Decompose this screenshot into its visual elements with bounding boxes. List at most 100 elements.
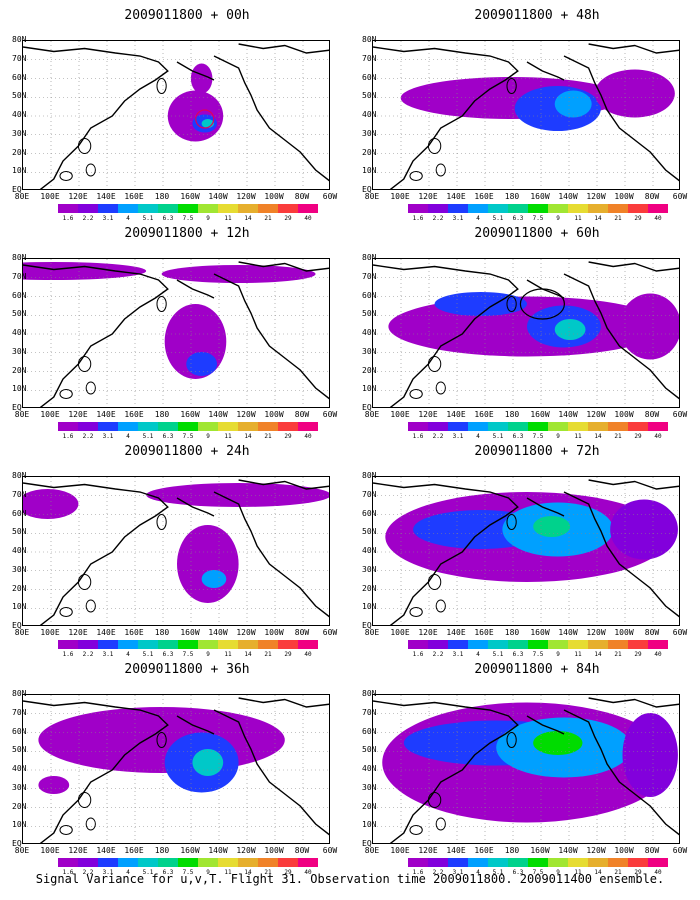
lat-label: 20N (12, 147, 27, 157)
coastline (588, 697, 679, 708)
colorbar-label: 29 (634, 215, 642, 222)
colorbar-swatch (258, 204, 278, 213)
panel-title: 2009011800 + 00h (124, 8, 250, 23)
lon-label: 100E (40, 410, 60, 419)
lat-label: 20N (362, 147, 377, 157)
coastline (563, 491, 679, 618)
variance-shading (38, 707, 285, 773)
lon-label: 60W (672, 628, 688, 637)
colorbar-label: 21 (264, 651, 272, 658)
coastline (588, 479, 679, 490)
lon-label: 180 (154, 192, 170, 201)
lon-label: 160E (124, 628, 144, 637)
lon-label: 160W (530, 628, 550, 637)
coastline (23, 46, 169, 189)
colorbar-label: 3.1 (452, 215, 464, 222)
colorbar-swatch (178, 422, 198, 431)
colorbar-label: 21 (614, 651, 622, 658)
colorbar-label: 2.2 (432, 651, 444, 658)
lon-label: 180 (154, 410, 170, 419)
coastline (373, 264, 519, 407)
coastline (213, 709, 329, 836)
panel-title: 2009011800 + 12h (124, 226, 250, 241)
island-outline (156, 732, 167, 748)
variance-shading (190, 63, 213, 94)
map-panel: 2009011800 + 72h 80N 70N 60N 50N 40N 30N 20N 10N… (362, 436, 700, 658)
variance-shading (554, 90, 592, 118)
variance-shading (594, 69, 675, 118)
lon-label: 140E (96, 628, 116, 637)
lat-label: EQ (362, 403, 372, 412)
colorbar-swatch (508, 858, 528, 867)
colorbar-swatch (138, 858, 158, 867)
lon-label: 140E (96, 846, 116, 855)
colorbar-label: 14 (244, 651, 252, 658)
coastline (176, 61, 215, 81)
colorbar-swatch (448, 204, 468, 213)
colorbar-label: 21 (614, 215, 622, 222)
colorbar-swatch (98, 640, 118, 649)
colorbar-swatch (408, 422, 428, 431)
colorbar-label: 4 (126, 869, 130, 876)
colorbar-label: 3.1 (452, 869, 464, 876)
lat-label: 80N (362, 471, 377, 480)
colorbar-swatch (448, 858, 468, 867)
lon-label: 160W (530, 410, 550, 419)
island-outline (409, 389, 423, 399)
colorbar-label: 29 (634, 651, 642, 658)
island-outline (435, 381, 446, 395)
colorbar-swatch (648, 422, 668, 431)
colorbar-label: 1.6 (412, 433, 424, 440)
variance-shading (23, 262, 147, 280)
lon-label: 100W (614, 846, 634, 855)
island-outline (77, 356, 92, 372)
map-canvas (373, 477, 679, 625)
island-outline (59, 389, 73, 399)
lon-label: 120E (68, 192, 88, 201)
colorbar-label: 5.1 (492, 215, 504, 222)
lat-label: 60N (362, 726, 377, 736)
colorbar-swatch (98, 204, 118, 213)
map-panel: 2009011800 + 12h 80N 70N 60N 50N 40N 30N 20N 10N… (12, 218, 352, 440)
colorbar-label: 5.1 (142, 215, 154, 222)
colorbar-swatch (198, 858, 218, 867)
lat-label: 10N (12, 820, 27, 830)
variance-shading (192, 749, 224, 776)
lat-label: 40N (12, 110, 27, 119)
colorbar-swatch (298, 640, 318, 649)
colorbar-label: 5.1 (142, 433, 154, 440)
map-frame (372, 258, 680, 408)
coastline (176, 497, 215, 517)
lat-label: 10N (12, 602, 27, 612)
lat-label: 70N (362, 53, 377, 63)
colorbar-label: 40 (654, 651, 662, 658)
colorbar-swatch (138, 422, 158, 431)
lat-label: 70N (12, 707, 27, 717)
colorbar-swatch (78, 640, 98, 649)
colorbar-swatch (408, 858, 428, 867)
coastline (238, 43, 329, 54)
variance-shading (533, 731, 583, 755)
variance-shading (554, 319, 586, 340)
colorbar-swatch (78, 204, 98, 213)
colorbar-swatch (408, 640, 428, 649)
lat-label: 60N (362, 72, 377, 82)
lat-label: EQ (12, 839, 22, 848)
lon-label: 80E (364, 846, 380, 855)
lon-label: 100W (614, 410, 634, 419)
lon-label: 80E (364, 192, 380, 201)
lat-label: 50N (362, 309, 377, 319)
colorbar-label: 14 (594, 215, 602, 222)
island-outline (435, 599, 446, 613)
map-canvas (23, 477, 329, 625)
colorbar-swatch (508, 204, 528, 213)
colorbar-swatch (428, 204, 448, 213)
lat-label: 10N (362, 384, 377, 394)
lon-label: 140E (96, 410, 116, 419)
colorbar-label: 11 (224, 869, 232, 876)
colorbar-label: 29 (284, 433, 292, 440)
lon-label: 80W (294, 628, 310, 637)
variance-shading (201, 570, 227, 588)
lon-label: 120W (236, 410, 256, 419)
colorbar-swatch (278, 858, 298, 867)
